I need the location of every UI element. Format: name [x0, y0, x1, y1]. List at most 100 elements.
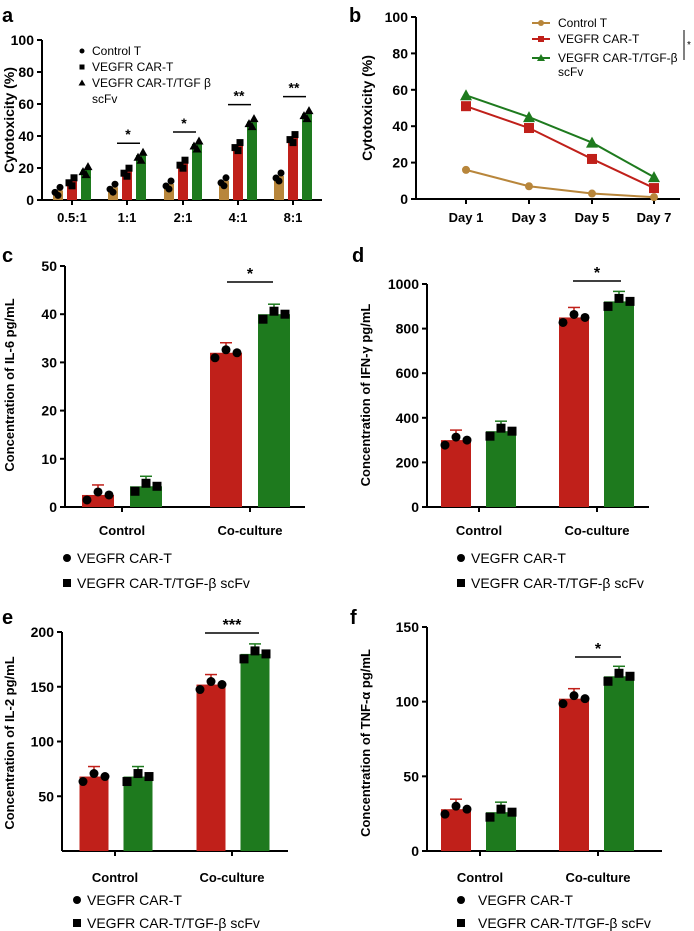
legend-label: VEGFR CAR-T [92, 60, 174, 74]
y-tick-label: 100 [385, 9, 409, 25]
data-point [222, 174, 230, 182]
y-tick-label: 0 [411, 499, 419, 515]
data-point [558, 699, 568, 709]
bar [123, 776, 153, 851]
legend-label: Control T [92, 44, 142, 58]
panel-label-c: c [2, 245, 13, 267]
data-point [580, 694, 590, 704]
data-point [507, 426, 517, 436]
data-point [234, 147, 242, 155]
bar [196, 684, 226, 851]
data-point [133, 769, 143, 779]
significance-marker: * [595, 641, 602, 658]
data-point [485, 812, 495, 822]
data-point [206, 677, 216, 687]
y-tick-label: 400 [396, 410, 420, 426]
significance-marker: * [594, 265, 601, 282]
y-tick-label: 50 [41, 258, 57, 274]
y-tick-label: 80 [392, 45, 408, 61]
legend-marker [457, 554, 465, 562]
data-point [625, 296, 635, 306]
data-point [524, 123, 534, 134]
data-point [82, 495, 92, 505]
bar [274, 176, 284, 200]
data-point [558, 317, 568, 327]
data-point [269, 306, 279, 316]
bar [288, 137, 298, 200]
data-point [280, 309, 290, 319]
y-tick-label: 40 [392, 118, 408, 134]
data-point [130, 486, 140, 496]
significance-marker: ** [234, 88, 245, 104]
data-point [586, 136, 598, 148]
y-tick-label: 150 [31, 679, 55, 695]
data-point [165, 185, 173, 193]
x-tick-label: Co-culture [218, 523, 283, 538]
panel-label-d: d [352, 245, 364, 267]
data-point [221, 345, 231, 355]
legend-marker [457, 579, 465, 587]
y-tick-label: 20 [41, 403, 57, 419]
data-point [650, 193, 658, 202]
data-point [569, 309, 579, 319]
legend-marker [79, 48, 85, 54]
significance-marker: *** [223, 617, 242, 634]
legend-marker [538, 20, 544, 26]
y-tick-label: 800 [396, 321, 420, 337]
y-tick-label: 20 [18, 160, 34, 176]
bar [67, 180, 77, 200]
data-point [138, 147, 148, 156]
data-point [302, 114, 312, 123]
y-tick-label: 20 [392, 155, 408, 171]
data-point [192, 144, 202, 153]
data-point [167, 177, 175, 185]
y-axis-label: Concentration of TNF-α pg/mL [358, 649, 373, 837]
legend-marker [537, 54, 545, 61]
data-point [250, 646, 260, 656]
x-tick-label: 4:1 [229, 210, 248, 225]
panel-label-f: f [350, 607, 357, 629]
data-point [89, 769, 99, 779]
y-tick-label: 60 [392, 82, 408, 98]
panel-label-b: b [349, 5, 361, 27]
data-point [587, 153, 597, 164]
legend-label: VEGFR CAR-T [558, 32, 640, 46]
legend-label: VEGFR CAR-T [77, 550, 172, 566]
data-point [304, 106, 314, 115]
y-tick-label: 50 [403, 768, 419, 784]
x-tick-label: 8:1 [284, 210, 303, 225]
data-point [523, 111, 535, 123]
data-point [56, 183, 64, 191]
data-point [460, 89, 472, 101]
data-point [614, 668, 624, 678]
x-tick-label: Day 7 [637, 210, 672, 225]
y-tick-label: 100 [31, 734, 55, 750]
x-tick-label: Control [92, 870, 138, 885]
bar [79, 776, 109, 851]
x-tick-label: Day 1 [449, 210, 484, 225]
data-point [485, 431, 495, 441]
y-axis-label: Concentration of IL-2 pg/mL [2, 656, 17, 829]
data-point [217, 680, 227, 690]
legend-label: VEGFR CAR-T [478, 892, 573, 908]
x-tick-label: 0.5:1 [57, 210, 87, 225]
data-point [194, 136, 204, 145]
bar [604, 301, 634, 507]
data-point [104, 490, 114, 500]
y-tick-label: 50 [38, 788, 54, 804]
x-tick-label: Co-culture [565, 523, 630, 538]
bar [604, 676, 634, 851]
data-point [451, 432, 461, 442]
data-point [588, 189, 596, 198]
y-tick-label: 600 [396, 365, 420, 381]
y-tick-label: 60 [18, 96, 34, 112]
bar [559, 317, 589, 507]
data-point [144, 772, 154, 782]
bar [240, 653, 270, 851]
y-tick-label: 40 [41, 306, 57, 322]
y-tick-label: 10 [41, 451, 57, 467]
bar [486, 431, 516, 507]
data-point [125, 164, 133, 172]
significance-marker: * [247, 266, 254, 283]
